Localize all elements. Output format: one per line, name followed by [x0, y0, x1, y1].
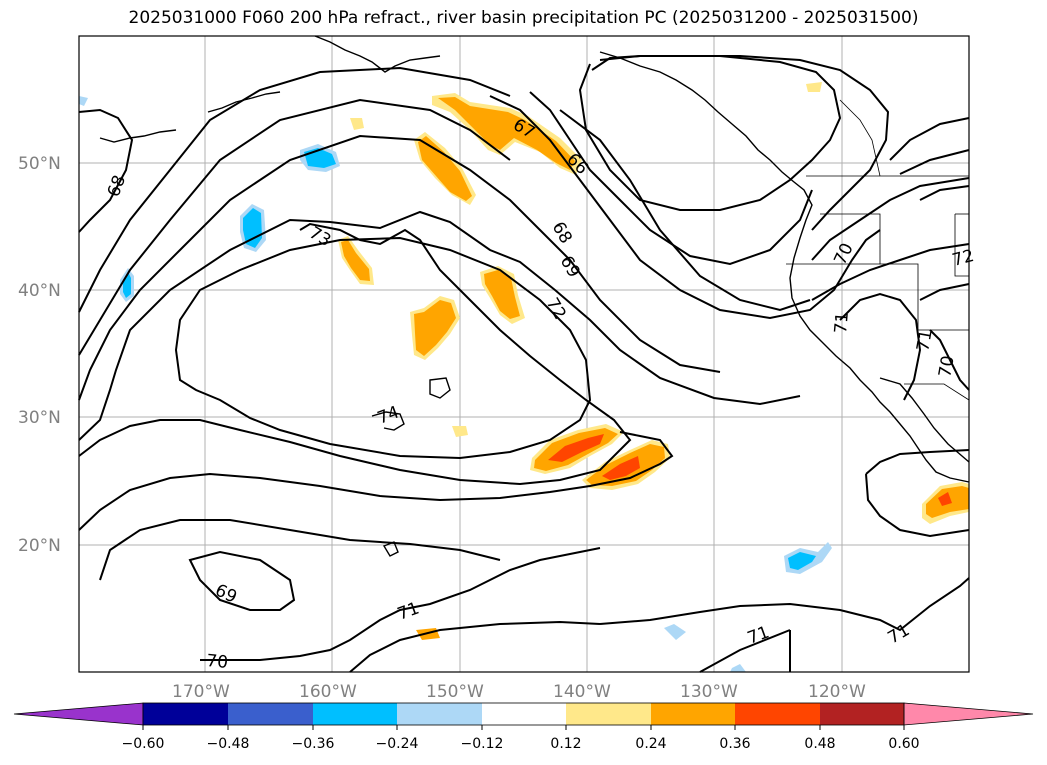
colorbar-tick-label: −0.24: [376, 736, 419, 752]
colorbar-ticks: [142, 725, 905, 730]
colorbar-tick-label: 0.24: [635, 736, 666, 752]
colorbar-bin: [735, 703, 820, 725]
precip-positive-area: [414, 300, 456, 356]
lat-label-30n: 30°N: [18, 408, 61, 428]
precip-positive-area: [341, 240, 370, 281]
latitude-labels: 50°N 40°N 30°N 20°N: [18, 154, 61, 556]
lat-label-40n: 40°N: [18, 281, 61, 301]
precip-anomaly-shading: [79, 82, 969, 672]
precip-positive-area: [602, 456, 640, 480]
map-title: 2025031000 F060 200 hPa refract., river …: [128, 8, 919, 28]
contour-label: 70: [935, 354, 958, 379]
contour-label: 71: [913, 328, 936, 353]
map-frame: [78, 35, 970, 673]
colorbar-tick-labels: −0.60 −0.48 −0.36 −0.24 −0.12 0.12 0.24 …: [122, 736, 920, 752]
precip-positive-area: [350, 118, 364, 130]
longitude-labels: 170°W 160°W 150°W 140°W 130°W 120°W: [172, 682, 866, 702]
colorbar-tick-label: 0.60: [888, 736, 919, 752]
precip-positive-area: [418, 136, 472, 201]
contour-label: 72: [950, 246, 976, 271]
lon-label-130w: 130°W: [680, 682, 738, 702]
coastlines: [99, 35, 970, 557]
lon-label-170w: 170°W: [172, 682, 230, 702]
colorbar-bin: [482, 703, 566, 725]
colorbar-bin: [397, 703, 482, 725]
colorbar-tick-label: 0.36: [719, 736, 750, 752]
precip-positive-area: [806, 82, 822, 92]
colorbar-extend-low: [13, 702, 144, 726]
precip-positive-area: [484, 270, 520, 319]
colorbar-bin: [820, 703, 904, 725]
colorbar-bin: [228, 703, 313, 725]
precip-negative-area: [243, 208, 262, 248]
lon-label-120w: 120°W: [808, 682, 866, 702]
lat-label-50n: 50°N: [18, 154, 61, 174]
precip-positive-area: [548, 434, 604, 462]
colorbar-tick-label: −0.60: [122, 736, 165, 752]
precip-positive-area: [938, 492, 952, 506]
contour-label: 71: [831, 311, 853, 334]
colorbar-tick-label: 0.48: [804, 736, 835, 752]
colorbar-tick-label: −0.36: [292, 736, 335, 752]
lon-label-150w: 150°W: [426, 682, 484, 702]
colorbar: −0.60 −0.48 −0.36 −0.24 −0.12 0.12 0.24 …: [13, 702, 1034, 752]
lon-label-140w: 140°W: [553, 682, 611, 702]
lon-label-160w: 160°W: [299, 682, 357, 702]
precip-positive-area: [438, 97, 575, 170]
colorbar-tick-label: −0.12: [461, 736, 504, 752]
colorbar-tick-label: −0.48: [207, 736, 250, 752]
colorbar-bin: [566, 703, 651, 725]
precip-positive-area: [452, 426, 468, 437]
refractivity-contours: [78, 55, 970, 673]
colorbar-bin: [313, 703, 397, 725]
lat-label-20n: 20°N: [18, 536, 61, 556]
colorbar-extend-high: [903, 702, 1034, 726]
precip-negative-area: [730, 664, 746, 672]
contour-label: 70: [206, 651, 229, 673]
colorbar-bin: [651, 703, 735, 725]
colorbar-tick-label: 0.12: [550, 736, 581, 752]
precip-negative-area: [788, 552, 816, 570]
map-panel: 68 73 67 66 68 69 72 70 72 71 71 70 74 6…: [78, 35, 976, 673]
precip-negative-area: [664, 624, 686, 640]
precip-negative-area: [79, 96, 88, 106]
colorbar-bin: [143, 703, 228, 725]
graticule: [79, 36, 969, 672]
